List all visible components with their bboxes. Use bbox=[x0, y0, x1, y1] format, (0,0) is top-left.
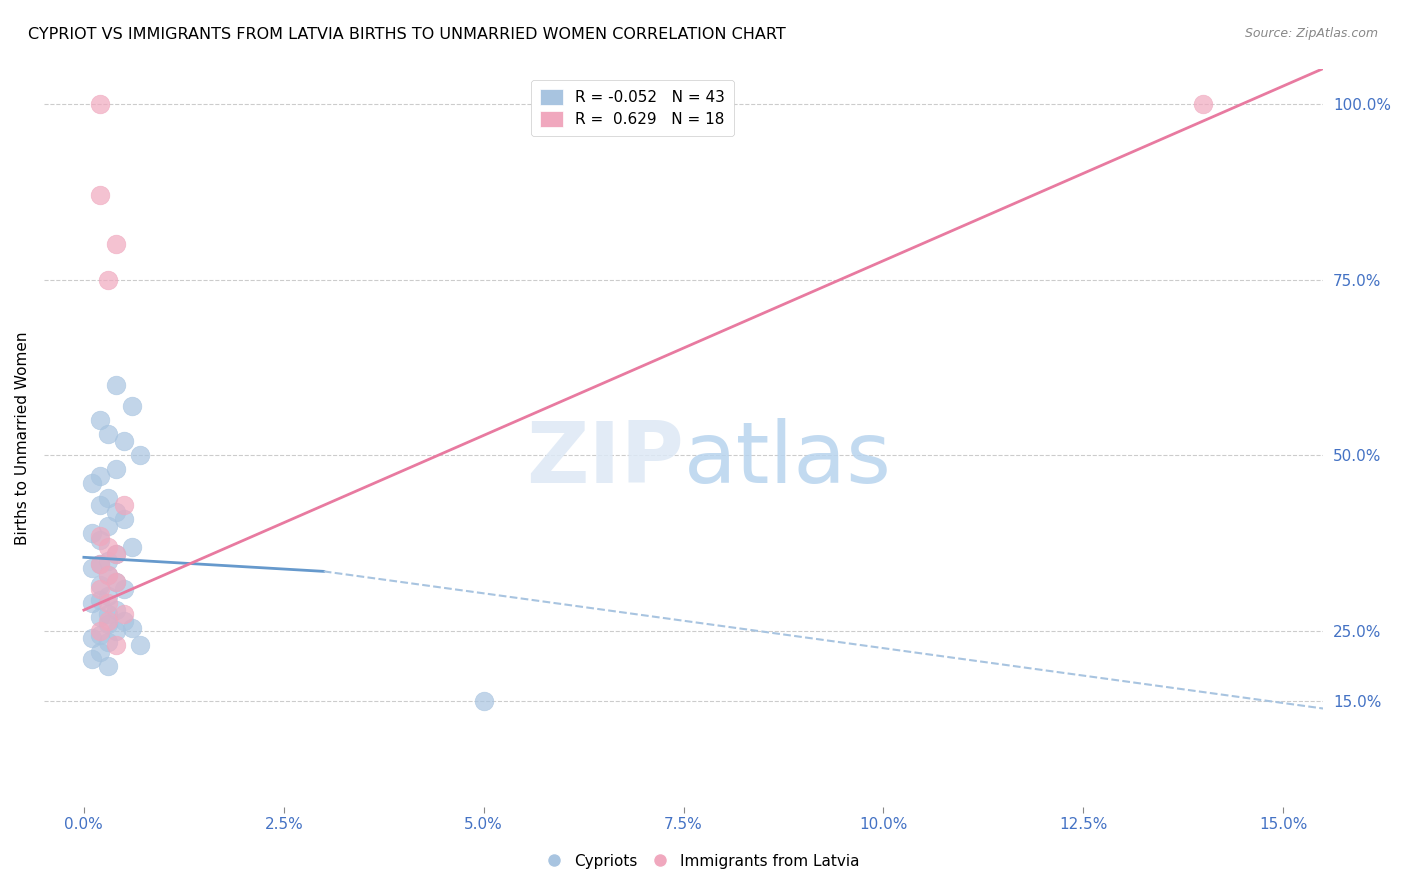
Point bbox=[97, 614, 120, 628]
Point bbox=[104, 462, 127, 476]
Point bbox=[112, 434, 135, 449]
Point bbox=[97, 554, 120, 568]
Point bbox=[97, 607, 120, 621]
Point bbox=[112, 511, 135, 525]
Point bbox=[104, 378, 127, 392]
Point bbox=[104, 638, 127, 652]
Point bbox=[97, 568, 120, 582]
Point bbox=[97, 596, 120, 610]
Point bbox=[89, 582, 111, 596]
Point bbox=[89, 413, 111, 427]
Point bbox=[121, 399, 143, 413]
Point bbox=[89, 624, 111, 639]
Text: ZIP: ZIP bbox=[526, 418, 683, 501]
Point bbox=[89, 558, 111, 572]
Point bbox=[97, 589, 120, 603]
Point bbox=[89, 188, 111, 202]
Point bbox=[97, 272, 120, 286]
Point bbox=[128, 448, 150, 462]
Point bbox=[89, 628, 111, 642]
Point bbox=[97, 634, 120, 648]
Point bbox=[97, 617, 120, 632]
Point bbox=[89, 529, 111, 543]
Point bbox=[89, 498, 111, 512]
Point bbox=[89, 96, 111, 111]
Point bbox=[112, 582, 135, 596]
Point bbox=[121, 540, 143, 554]
Point bbox=[89, 645, 111, 659]
Point bbox=[104, 237, 127, 252]
Point bbox=[80, 596, 103, 610]
Text: Source: ZipAtlas.com: Source: ZipAtlas.com bbox=[1244, 27, 1378, 40]
Point bbox=[89, 578, 111, 592]
Point bbox=[104, 574, 127, 589]
Point bbox=[89, 558, 111, 572]
Point bbox=[104, 574, 127, 589]
Point bbox=[80, 652, 103, 666]
Point bbox=[104, 603, 127, 617]
Text: CYPRIOT VS IMMIGRANTS FROM LATVIA BIRTHS TO UNMARRIED WOMEN CORRELATION CHART: CYPRIOT VS IMMIGRANTS FROM LATVIA BIRTHS… bbox=[28, 27, 786, 42]
Legend: Cypriots, Immigrants from Latvia: Cypriots, Immigrants from Latvia bbox=[540, 848, 866, 875]
Point bbox=[97, 568, 120, 582]
Point bbox=[80, 476, 103, 491]
Point bbox=[80, 561, 103, 575]
Point bbox=[89, 533, 111, 547]
Point bbox=[121, 621, 143, 635]
Text: atlas: atlas bbox=[683, 418, 891, 501]
Point bbox=[80, 525, 103, 540]
Point bbox=[112, 614, 135, 628]
Legend: R = -0.052   N = 43, R =  0.629   N = 18: R = -0.052 N = 43, R = 0.629 N = 18 bbox=[530, 80, 734, 136]
Point bbox=[104, 547, 127, 561]
Point bbox=[89, 592, 111, 607]
Point bbox=[1192, 96, 1215, 111]
Point bbox=[104, 624, 127, 639]
Point bbox=[128, 638, 150, 652]
Point bbox=[89, 469, 111, 483]
Point bbox=[112, 607, 135, 621]
Point bbox=[104, 547, 127, 561]
Y-axis label: Births to Unmarried Women: Births to Unmarried Women bbox=[15, 331, 30, 544]
Point bbox=[97, 659, 120, 673]
Point bbox=[97, 427, 120, 442]
Point bbox=[97, 491, 120, 505]
Point bbox=[80, 631, 103, 645]
Point bbox=[104, 505, 127, 519]
Point bbox=[97, 518, 120, 533]
Point bbox=[112, 498, 135, 512]
Point bbox=[472, 694, 495, 708]
Point bbox=[97, 540, 120, 554]
Point bbox=[89, 610, 111, 624]
